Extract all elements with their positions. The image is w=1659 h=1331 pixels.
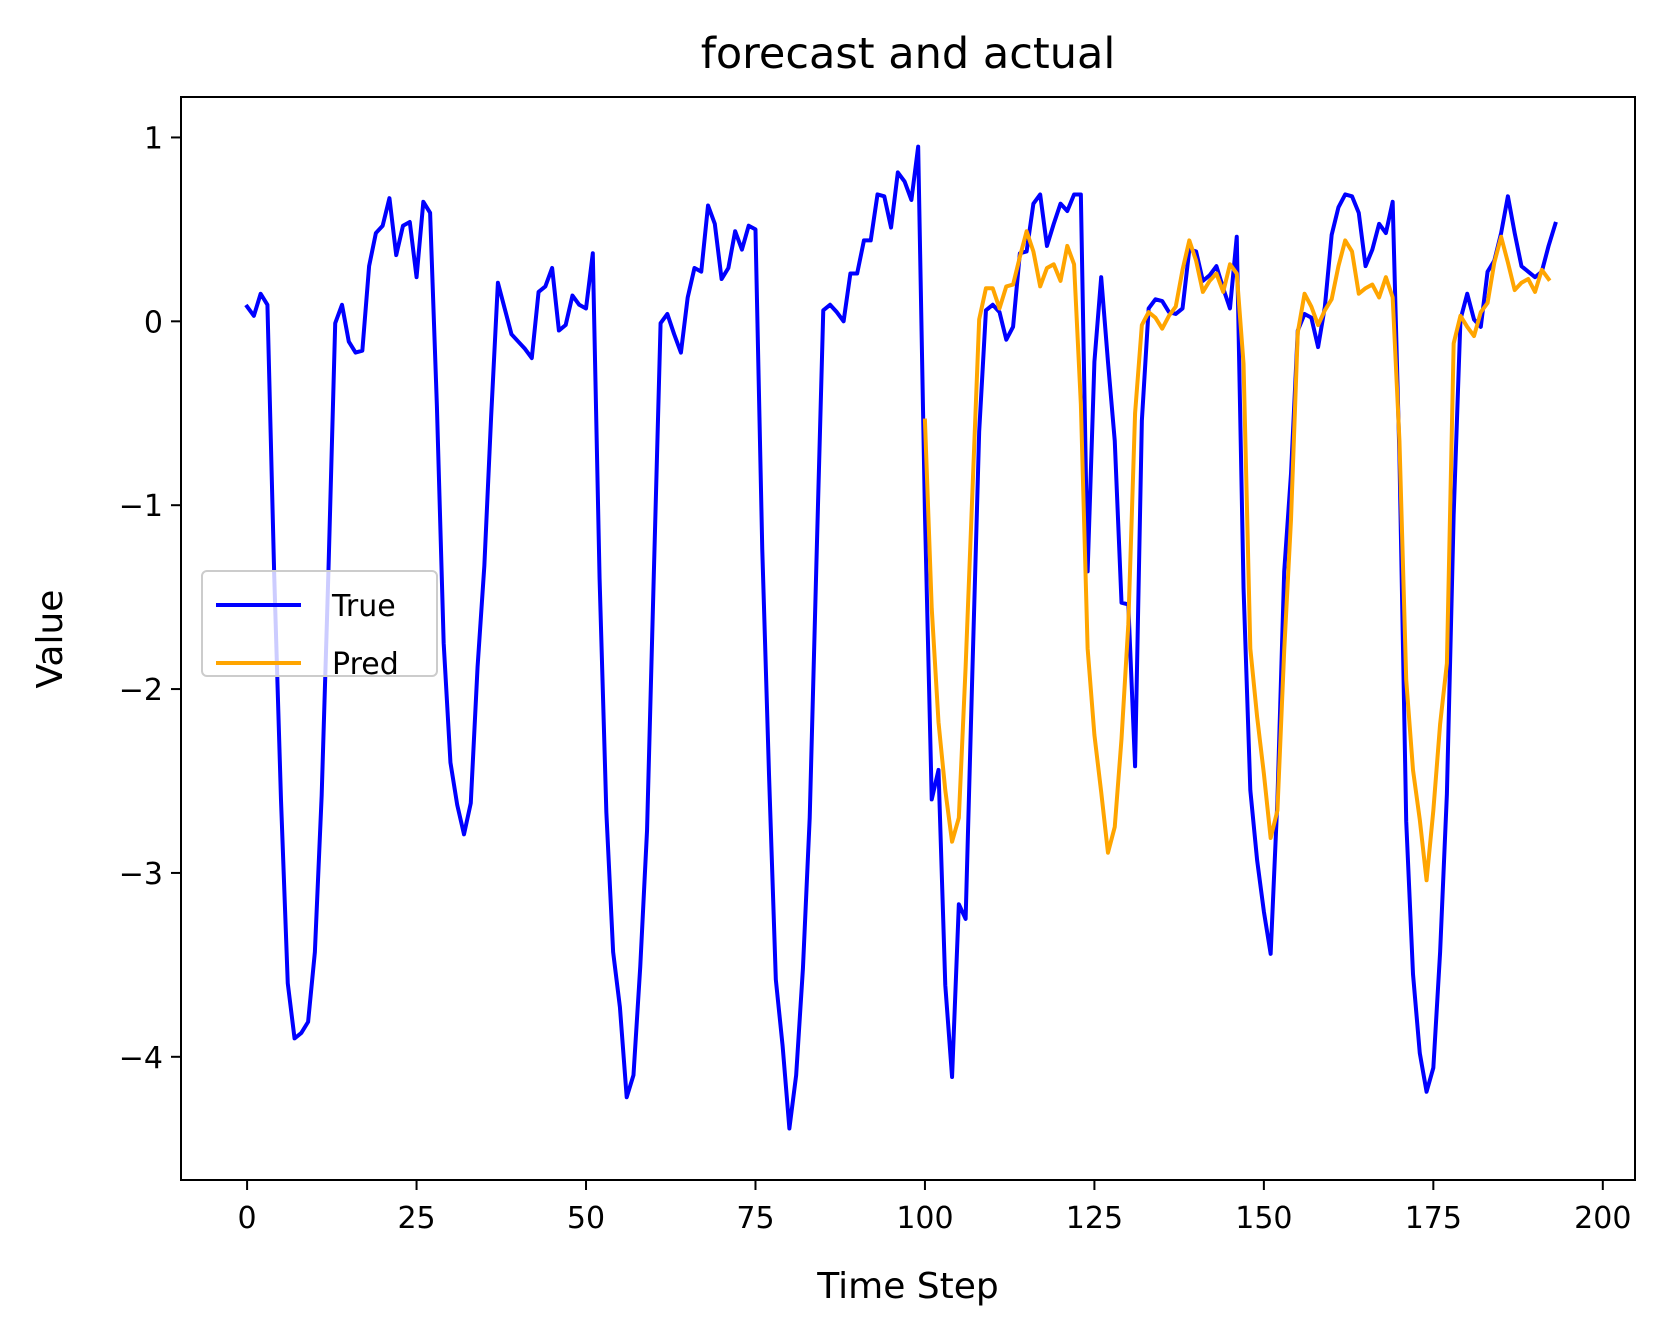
x-axis: 0 25 50 75 100 125 150 175 200 xyxy=(238,1180,1631,1236)
y-tick-label: 1 xyxy=(144,121,163,156)
y-tick-label: −3 xyxy=(119,857,163,892)
y-tick-label: 0 xyxy=(144,305,163,340)
series-layer xyxy=(244,144,1558,1131)
x-tick-label: 0 xyxy=(238,1201,257,1236)
x-tick-label: 25 xyxy=(397,1201,435,1236)
x-tick-label: 100 xyxy=(896,1201,953,1236)
legend-box xyxy=(201,570,438,677)
x-tick-label: 50 xyxy=(567,1201,605,1236)
x-tick-label: 150 xyxy=(1235,1201,1292,1236)
x-tick-label: 200 xyxy=(1574,1201,1631,1236)
plot-frame xyxy=(180,96,1636,1181)
legend-label-true: True xyxy=(331,589,396,624)
y-axis-label: Value xyxy=(30,590,71,689)
y-tick-label: −4 xyxy=(119,1041,163,1076)
legend: True Pred xyxy=(201,570,438,682)
x-axis-label: Time Step xyxy=(816,1266,999,1307)
x-tick-label: 125 xyxy=(1066,1201,1123,1236)
x-tick-label: 175 xyxy=(1405,1201,1462,1236)
x-tick-label: 75 xyxy=(736,1201,774,1236)
y-axis: 1 0 −1 −2 −3 −4 xyxy=(119,121,181,1076)
y-tick-label: −1 xyxy=(119,489,163,524)
series-line-true xyxy=(244,144,1558,1131)
series-line-pred xyxy=(922,229,1552,883)
y-tick-label: −2 xyxy=(119,673,163,708)
chart-title: forecast and actual xyxy=(701,29,1116,79)
legend-label-pred: Pred xyxy=(332,647,399,682)
